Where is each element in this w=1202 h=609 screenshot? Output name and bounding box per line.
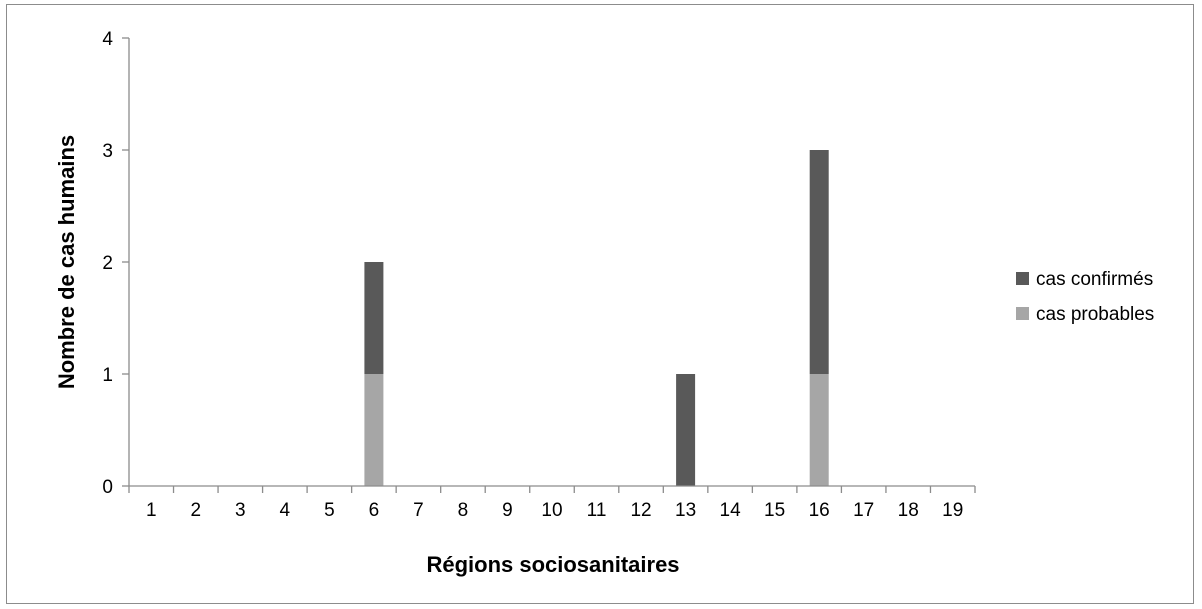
x-tick-label: 10: [541, 500, 562, 521]
axes-layer: [122, 37, 976, 493]
x-tick-label: 18: [898, 500, 919, 521]
bars-layer: [364, 150, 829, 486]
x-tick-label: 2: [191, 500, 202, 521]
x-tick-label: 17: [853, 500, 874, 521]
x-tick-label: 3: [235, 500, 246, 521]
chart-frame: [6, 4, 1194, 604]
x-tick-label: 19: [942, 500, 963, 521]
x-tick-label: 15: [764, 500, 785, 521]
x-tick-label: 4: [280, 500, 291, 521]
legend-label: cas confirmés: [1036, 269, 1153, 290]
x-tick-label: 12: [630, 500, 651, 521]
x-tick-label: 16: [809, 500, 830, 521]
legend-swatch: [1016, 272, 1029, 285]
x-axis-title: Régions sociosanitaires: [426, 552, 679, 577]
x-tick-label: 1: [146, 500, 157, 521]
x-tick-label: 6: [369, 500, 380, 521]
x-tick-label: 11: [587, 500, 607, 521]
y-tick-label: 0: [102, 477, 113, 498]
y-tick-label: 3: [102, 141, 113, 162]
x-tick-label: 5: [324, 500, 335, 521]
bar-segment-cas-confirmés-6: [364, 262, 384, 374]
legend-swatch: [1016, 307, 1029, 320]
x-tick-label: 13: [675, 500, 696, 521]
bar-segment-cas-confirmés-13: [676, 374, 696, 486]
y-axis-title: Nombre de cas humains: [54, 135, 79, 389]
y-tick-label: 2: [102, 253, 113, 274]
legend-label: cas probables: [1036, 304, 1154, 325]
x-tick-label: 8: [458, 500, 469, 521]
bar-segment-cas-probables-6: [364, 374, 384, 486]
y-tick-label: 4: [102, 29, 113, 50]
x-tick-label: 7: [413, 500, 424, 521]
x-tick-label: 9: [502, 500, 513, 521]
legend: cas confirmés cas probables: [1016, 269, 1154, 325]
bar-segment-cas-probables-16: [809, 374, 829, 486]
x-tick-label: 14: [720, 500, 742, 521]
y-tick-label: 1: [102, 365, 113, 386]
bar-segment-cas-confirmés-16: [809, 150, 829, 374]
